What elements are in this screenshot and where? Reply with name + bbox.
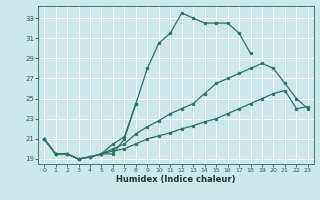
X-axis label: Humidex (Indice chaleur): Humidex (Indice chaleur)	[116, 175, 236, 184]
